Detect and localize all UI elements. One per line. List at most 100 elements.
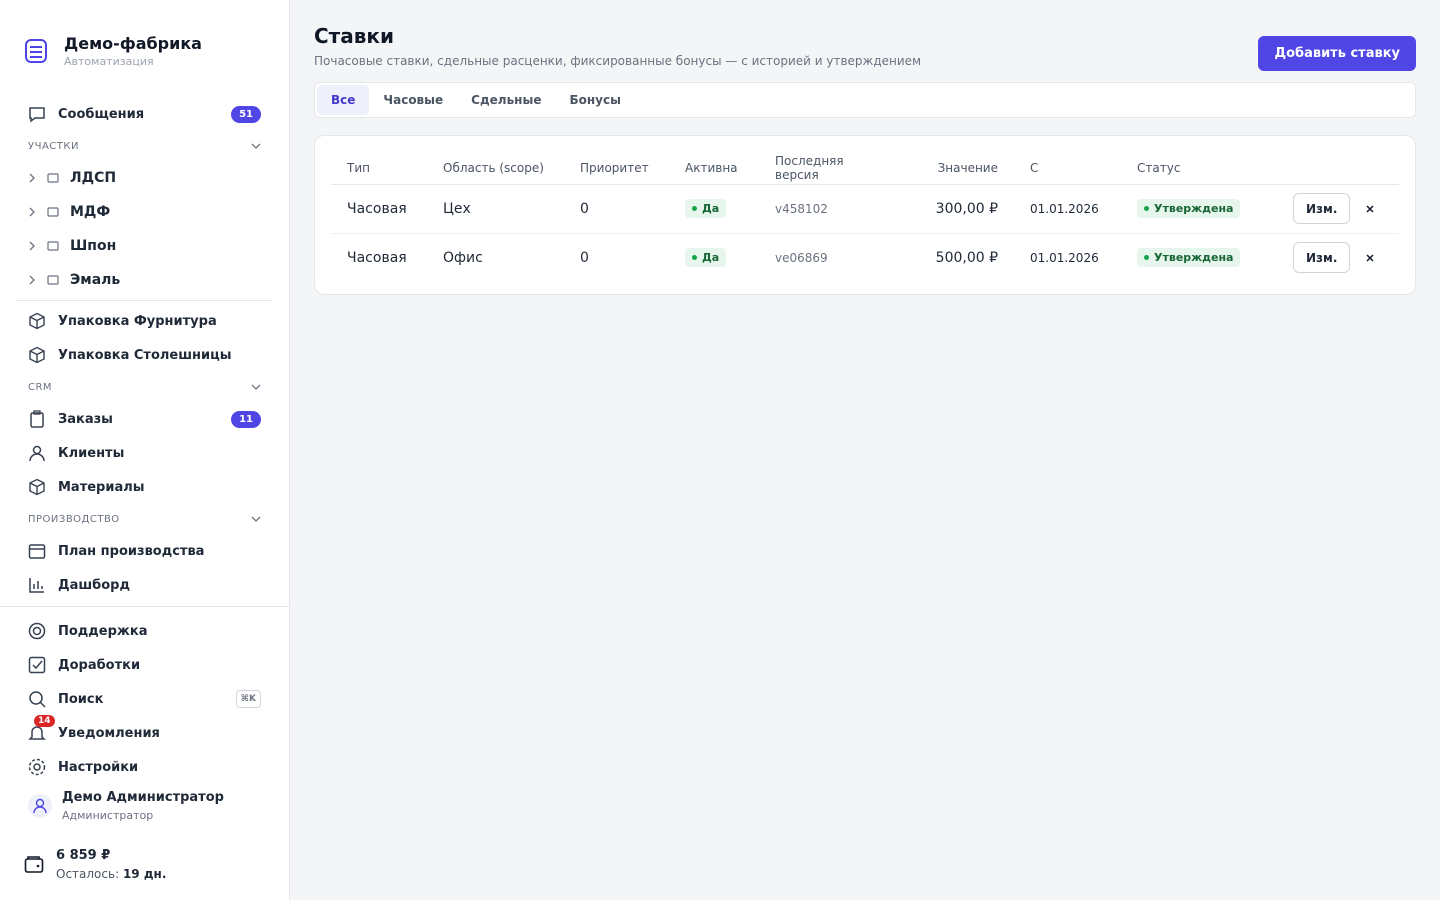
balance: 6 859 ₽ Осталось: 19 дн.: [0, 828, 289, 881]
nav-item[interactable]: Поддержка: [0, 614, 289, 648]
column-header: Значение: [904, 152, 1014, 185]
nav-item[interactable]: 14 Уведомления: [0, 715, 289, 750]
nav-item[interactable]: Сообщения 51: [0, 97, 289, 131]
nav-item[interactable]: Клиенты: [0, 436, 289, 470]
column-header: Активна: [669, 152, 759, 185]
sidebar: Демо-фабрика Автоматизация Сообщения 51 УЧ…: [0, 0, 290, 900]
cell: 500,00 ₽: [935, 249, 998, 266]
i: [1144, 206, 1149, 211]
path: [29, 453, 45, 462]
nav-item[interactable]: МДФ: [0, 195, 289, 229]
icon: [47, 275, 59, 285]
path: [29, 578, 44, 593]
circle: [32, 445, 42, 455]
cell: Офис: [443, 249, 483, 266]
chevron: [251, 516, 261, 522]
nav-label: Шпон: [70, 238, 117, 254]
cell: Изм.: [1277, 233, 1399, 282]
path: [251, 143, 261, 149]
chevron: [29, 241, 35, 251]
chevron: [29, 207, 35, 217]
icon: [29, 107, 45, 123]
column-header: Тип: [331, 152, 427, 185]
nav-item[interactable]: Упаковка Столешницы: [0, 338, 289, 372]
nav-item[interactable]: Доработки: [0, 648, 289, 682]
nav-item[interactable]: Заказы 11: [0, 402, 289, 436]
nav-item[interactable]: Упаковка Фурнитура: [0, 304, 289, 338]
nav-item[interactable]: Поиск ⌘K: [0, 682, 289, 716]
div: Упаковка Фурнитура Упаковка Столешницы: [0, 304, 289, 372]
section-title: ПРОИЗВОДСТВО: [0, 504, 289, 534]
active-text: Да: [702, 251, 720, 265]
cell: Утверждена: [1121, 233, 1277, 282]
delete-button[interactable]: [1366, 254, 1374, 262]
rect: [47, 275, 59, 285]
div: Демо-фабрика Автоматизация: [64, 34, 202, 68]
rect: [24, 857, 44, 873]
i: [692, 206, 697, 211]
active-badge: Да: [685, 248, 727, 268]
edit-button[interactable]: Изм.: [1293, 242, 1351, 274]
cell: Да: [669, 184, 759, 234]
tab[interactable]: Бонусы: [569, 93, 621, 107]
edit-button[interactable]: Изм.: [1293, 193, 1351, 224]
rect: [25, 39, 47, 63]
nav-item[interactable]: Дашборд: [0, 568, 289, 602]
nav-item[interactable]: ЛДСП: [0, 161, 289, 195]
user[interactable]: Демо Администратор Администратор: [0, 784, 289, 828]
icon: [29, 445, 45, 462]
table-card: Тип Область (scope) Приоритет Активна Послед…: [314, 135, 1416, 295]
rates-table: Тип Область (scope) Приоритет Активна Послед…: [331, 152, 1399, 282]
wallet-icon: [24, 855, 44, 873]
div: 6 859 ₽ Осталось: 19 дн.: [56, 848, 166, 881]
avatar: [28, 794, 52, 818]
thead: Тип Область (scope) Приоритет Активна Послед…: [331, 152, 1399, 185]
nav-item[interactable]: Эмаль: [0, 263, 289, 297]
path: [28, 726, 46, 740]
cell: Цех: [427, 184, 564, 234]
chevron: [251, 143, 261, 149]
tab[interactable]: Часовые: [383, 93, 444, 107]
shortcut: ⌘K: [235, 690, 261, 708]
nav-item[interactable]: Материалы: [0, 470, 289, 504]
user-name: Демо Администратор: [62, 790, 224, 805]
tbody: Часовая Цех 0 Да v458102 300,00 ₽01.01.2026 Ут…: [331, 184, 1399, 282]
i: [1144, 255, 1149, 261]
div: Заказы 11 Клиенты Материалы: [0, 402, 289, 504]
nav-item[interactable]: План производства: [0, 534, 289, 568]
nav-item[interactable]: Настройки: [0, 750, 289, 784]
cell: ve06869: [775, 250, 828, 265]
nav-label: ЛДСП: [70, 170, 117, 186]
icon: [28, 758, 46, 776]
content: Ставки Почасовые ставки, сдельные расцен…: [290, 0, 1440, 900]
path: [33, 806, 47, 814]
circle: [33, 763, 41, 771]
status-badge: Утверждена: [1137, 248, 1241, 268]
tab[interactable]: Все: [317, 85, 370, 115]
path: [32, 660, 43, 670]
delete-button[interactable]: [1366, 204, 1374, 213]
nav-label: Дашборд: [58, 577, 130, 593]
brand: Демо-фабрика Автоматизация: [24, 34, 202, 68]
active-text: Да: [702, 202, 720, 215]
remaining-value: 19 дн.: [122, 867, 167, 881]
remaining-label: Осталось:: [56, 867, 120, 881]
nav-item[interactable]: Шпон: [0, 229, 289, 263]
path: [29, 275, 35, 285]
balance-amount: 6 859 ₽: [56, 848, 111, 863]
div: Демо Администратор Администратор: [62, 790, 224, 822]
nav-label: МДФ: [70, 204, 111, 220]
tab[interactable]: Сдельные: [471, 93, 542, 107]
div: Сообщения 51 УЧАСТКИ ЛДСП МДФ Шпон Эмаль Упа…: [0, 97, 289, 602]
rect: [47, 241, 59, 251]
icon: [30, 410, 44, 428]
column-header: Область (scope): [427, 152, 564, 185]
add-button[interactable]: Добавить ставку: [1258, 36, 1416, 71]
cell: Часовая: [331, 184, 427, 234]
div: ЛДСП МДФ Шпон Эмаль: [0, 161, 289, 297]
cell: 0: [580, 249, 589, 266]
icon: [47, 173, 59, 183]
cell: Да: [669, 233, 759, 282]
page-title: Ставки: [314, 24, 395, 48]
